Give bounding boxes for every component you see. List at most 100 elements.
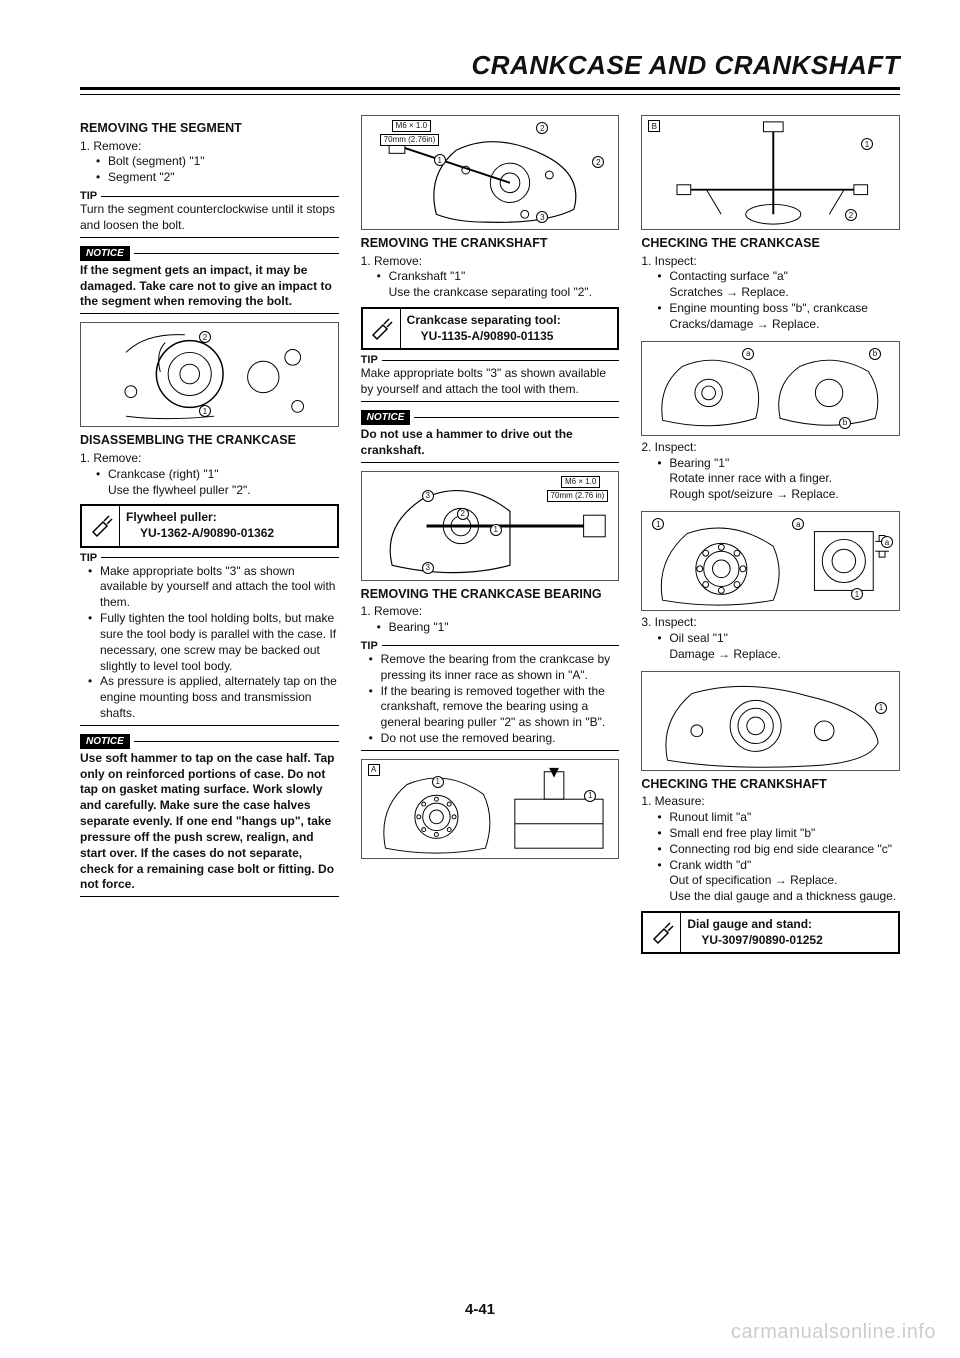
tool-text: Dial gauge and stand: YU-3097/90890-0125… — [681, 913, 898, 952]
tip-divider: TIP — [80, 190, 339, 202]
crankcase-halves-svg — [642, 342, 899, 435]
figure-segment: 2 1 — [80, 322, 339, 427]
bullet: Runout limit "a" — [641, 810, 900, 826]
crankshaft-extract-svg — [362, 472, 619, 580]
tip-divider: TIP — [361, 354, 620, 366]
callout-b: b — [869, 348, 881, 360]
column-2: M6 × 1.0 70mm (2.76in) 2 2 1 3 REMOVING … — [361, 115, 620, 958]
crankcase-tool-svg — [362, 116, 619, 229]
page-title: CRANKCASE AND CRANKSHAFT — [80, 50, 900, 81]
notice-badge: NOTICE — [80, 246, 130, 261]
bullet-sub: Damage → Replace. — [641, 647, 900, 663]
figure-bearing-inspect: 1 a a 1 — [641, 511, 900, 611]
bullet-sub: Out of specification → Replace. — [641, 873, 900, 889]
bullet: Segment "2" — [80, 170, 339, 186]
tip-bullet: As pressure is applied, alternately tap … — [80, 674, 339, 721]
tip-rule — [382, 645, 620, 646]
tool-icon — [82, 506, 120, 545]
bullet: Crank width "d" — [641, 858, 900, 874]
step: 3. Inspect: — [641, 615, 900, 631]
step: 1. Remove: — [361, 254, 620, 270]
callout-2: 2 — [845, 209, 857, 221]
page-number: 4-41 — [0, 1301, 960, 1318]
step: 1. Remove: — [80, 451, 339, 467]
tip-text: Make appropriate bolts "3" as shown avai… — [361, 366, 620, 398]
watermark: carmanualsonline.info — [731, 1321, 936, 1344]
bullet: Crankshaft "1" — [361, 269, 620, 285]
bullet: Small end free play limit "b" — [641, 826, 900, 842]
bullet-sub: Cracks/damage → Replace. — [641, 317, 900, 333]
tip-label: TIP — [80, 190, 97, 202]
bullet: Bearing "1" — [361, 620, 620, 636]
notice-end-rule — [80, 896, 339, 897]
heading-removing-segment: REMOVING THE SEGMENT — [80, 121, 339, 137]
bullet-sub: Use the dial gauge and a thickness gauge… — [641, 889, 900, 905]
heading-removing-crankcase-bearing: REMOVING THE CRANKCASE BEARING — [361, 587, 620, 603]
bullet: Connecting rod big end side clearance "c… — [641, 842, 900, 858]
callout-1: 1 — [875, 702, 887, 714]
bullet: Engine mounting boss "b", crankcase — [641, 301, 900, 317]
bearing-removal-svg — [362, 760, 619, 858]
oil-seal-svg — [642, 672, 899, 770]
notice-divider: NOTICE — [361, 410, 620, 425]
tool-spec-crankcase-sep: Crankcase separating tool: YU-1135-A/908… — [361, 307, 620, 350]
step: 1. Remove: — [80, 139, 339, 155]
tip-bullet: Do not use the removed bearing. — [361, 731, 620, 747]
tip-label: TIP — [361, 354, 378, 366]
tip-end-rule — [361, 750, 620, 751]
column-1: REMOVING THE SEGMENT 1. Remove: Bolt (se… — [80, 115, 339, 958]
notice-rule — [414, 417, 619, 418]
notice-end-rule — [361, 462, 620, 463]
callout-A: A — [368, 764, 380, 776]
heading-removing-crankshaft: REMOVING THE CRANKSHAFT — [361, 236, 620, 252]
callout-a: a — [881, 536, 893, 548]
bullet-sub: Rough spot/seizure → Replace. — [641, 487, 900, 503]
figure-crankcase-halves: a b b — [641, 341, 900, 436]
callout-3: 3 — [422, 490, 434, 502]
callout-2: 2 — [457, 508, 469, 520]
figure-bearing-removal: A 1 1 — [361, 759, 620, 859]
step: 1. Inspect: — [641, 254, 900, 270]
tip-bullet: Remove the bearing from the crankcase by… — [361, 652, 620, 684]
bullet: Crankcase (right) "1" — [80, 467, 339, 483]
bullet: Bolt (segment) "1" — [80, 154, 339, 170]
bearing-puller-svg — [642, 116, 899, 229]
tip-label: TIP — [80, 552, 97, 564]
tool-text: Flywheel puller: YU-1362-A/90890-01362 — [120, 506, 337, 545]
tip-divider: TIP — [361, 640, 620, 652]
tip-bullet: Make appropriate bolts "3" as shown avai… — [80, 564, 339, 611]
column-3: B 1 2 CHECKING THE CRANKCASE 1. Inspect:… — [641, 115, 900, 958]
tool-icon — [363, 309, 401, 348]
bullet: Oil seal "1" — [641, 631, 900, 647]
notice-rule — [134, 253, 339, 254]
heading-disassembling-crankcase: DISASSEMBLING THE CRANKCASE — [80, 433, 339, 449]
tip-end-rule — [80, 237, 339, 238]
tool-title: Crankcase separating tool: — [407, 313, 561, 327]
bolt-spec-label: M6 × 1.0 — [392, 120, 431, 132]
callout-b: b — [839, 417, 851, 429]
figure-crankcase-tool-top: M6 × 1.0 70mm (2.76in) 2 2 1 3 — [361, 115, 620, 230]
step: 1. Remove: — [361, 604, 620, 620]
tip-end-rule — [361, 401, 620, 402]
tool-text: Crankcase separating tool: YU-1135-A/908… — [401, 309, 618, 348]
callout-1: 1 — [851, 588, 863, 600]
bullet-sub: Use the flywheel puller "2". — [80, 483, 339, 499]
bullet: Bearing "1" — [641, 456, 900, 472]
bullet: Contacting surface "a" — [641, 269, 900, 285]
callout-1: 1 — [490, 524, 502, 536]
bullet-sub: Use the crankcase separating tool "2". — [361, 285, 620, 301]
tip-divider: TIP — [80, 552, 339, 564]
tip-rule — [382, 360, 620, 361]
tool-id: YU-3097/90890-01252 — [687, 933, 822, 949]
heading-checking-crankcase: CHECKING THE CRANKCASE — [641, 236, 900, 252]
callout-B: B — [648, 120, 660, 132]
step: 1. Measure: — [641, 794, 900, 810]
tip-rule — [101, 196, 339, 197]
tip-text: Turn the segment counterclockwise until … — [80, 202, 339, 234]
bolt-length-label: 70mm (2.76in) — [380, 134, 440, 146]
callout-1: 1 — [432, 776, 444, 788]
tool-id: YU-1135-A/90890-01135 — [407, 329, 554, 345]
notice-text: Do not use a hammer to drive out the cra… — [361, 427, 620, 459]
step: 2. Inspect: — [641, 440, 900, 456]
notice-divider: NOTICE — [80, 734, 339, 749]
